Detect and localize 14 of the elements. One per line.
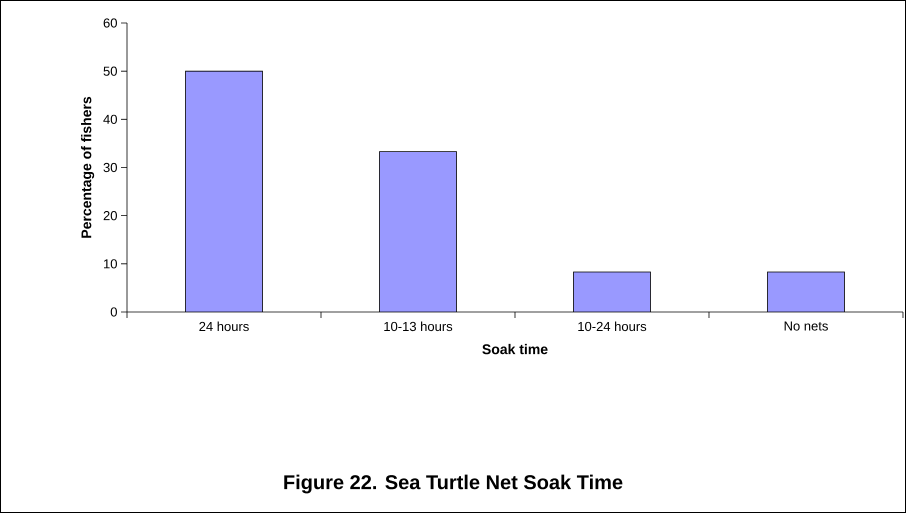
- y-tick-label: 60: [104, 18, 117, 28]
- y-axis-title: Percentage of fishers: [81, 96, 94, 238]
- y-tick-label: 20: [104, 211, 117, 220]
- x-tick-label: 24 hours: [199, 322, 249, 332]
- x-axis-title: Soak time: [482, 344, 548, 354]
- y-tick-label: 40: [103, 114, 117, 124]
- x-tick-label: 10-13 hours: [384, 322, 452, 332]
- x-tick-label: No nets: [784, 322, 828, 331]
- y-tick-label: 30: [104, 162, 117, 172]
- y-tick-label: 10: [104, 259, 117, 268]
- y-tick-label: 50: [104, 66, 117, 76]
- text: Figure 22. Sea Turtle Net Soak Time: [284, 474, 622, 494]
- y-tick-label: 0: [110, 307, 117, 317]
- x-tick-label: 10-24 hours: [578, 322, 646, 332]
